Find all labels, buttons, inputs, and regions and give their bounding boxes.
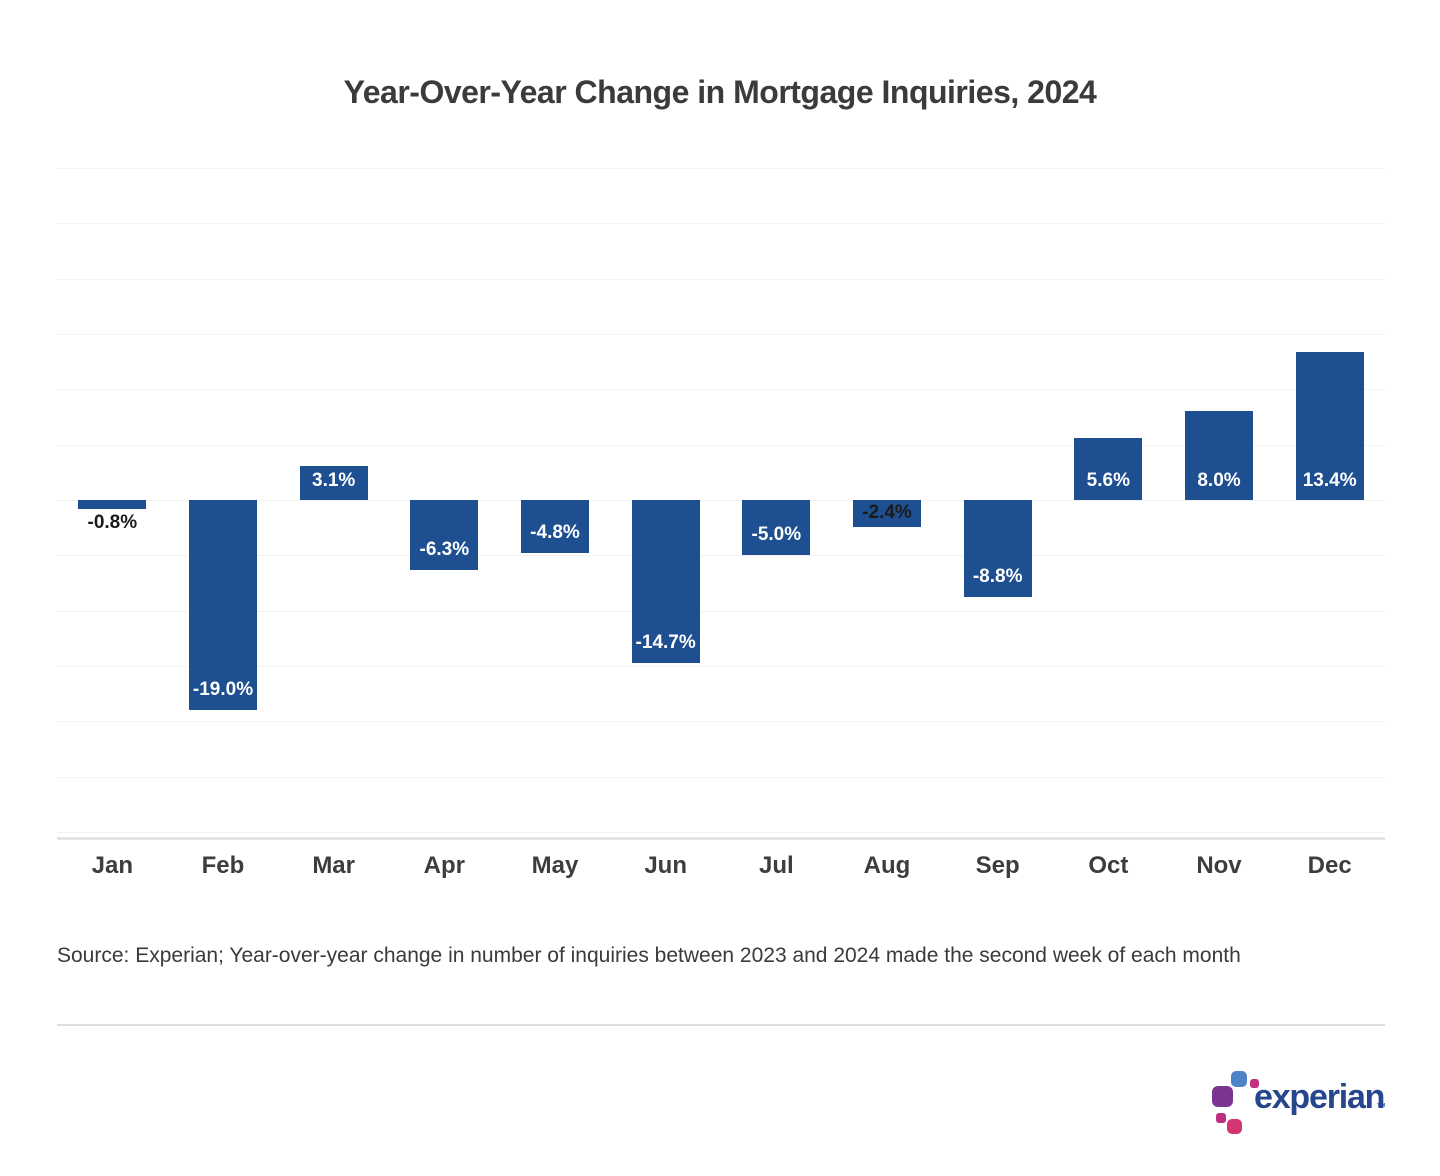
experian-logo-text: experian — [1254, 1078, 1385, 1116]
bar-Mar — [299, 465, 368, 500]
bar-label-Feb: -19.0% — [192, 679, 254, 701]
gridline — [57, 167, 1385, 169]
x-tick-Nov: Nov — [1196, 852, 1242, 879]
x-tick-Aug: Aug — [863, 852, 911, 879]
bar-May — [521, 500, 589, 554]
x-tick-Feb: Feb — [201, 852, 245, 879]
bar-Dec — [1295, 351, 1364, 500]
bar-label-Aug: -2.4% — [862, 501, 912, 523]
x-tick-May: May — [531, 852, 579, 879]
gridline — [57, 389, 1385, 391]
gridline — [57, 832, 1385, 833]
x-tick-Sep: Sep — [975, 852, 1020, 879]
x-tick-Jul: Jul — [758, 852, 794, 879]
logo-magenta-square-icon — [1216, 1113, 1226, 1123]
x-tick-Oct: Oct — [1088, 852, 1129, 879]
logo-blue-square-icon — [1231, 1071, 1247, 1087]
bar-Jul — [742, 500, 811, 556]
bar-Apr — [410, 500, 479, 570]
bar-Oct — [1074, 438, 1143, 500]
bar-label-May: -4.8% — [530, 522, 580, 544]
bar-label-Jan: -0.8% — [87, 511, 138, 533]
chart-title: Year-Over-Year Change in Mortgage Inquir… — [343, 74, 1097, 110]
logo-magenta-square-icon — [1250, 1079, 1259, 1088]
gridline — [57, 278, 1385, 280]
x-tick-Dec: Dec — [1307, 852, 1352, 879]
logo-pink-square-icon — [1227, 1119, 1242, 1134]
bar-Nov — [1185, 411, 1253, 500]
bar-label-Dec: 13.4% — [1302, 470, 1357, 491]
logo-purple-square-icon — [1212, 1086, 1233, 1107]
bar-label-Jul: -5.0% — [751, 524, 802, 546]
footer-divider — [57, 1024, 1385, 1026]
bar-Jan — [78, 500, 147, 509]
gridline — [57, 666, 1385, 667]
gridline — [57, 444, 1385, 446]
gridline — [57, 500, 1385, 501]
source-note: Source: Experian; Year-over-year change … — [57, 944, 1241, 967]
x-tick-Mar: Mar — [312, 852, 355, 879]
bar-label-Nov: 8.0% — [1197, 470, 1241, 491]
bar-Jun — [631, 500, 700, 663]
bar-label-Apr: -6.3% — [419, 538, 470, 560]
bar-Aug — [853, 500, 921, 527]
bar-Feb — [189, 500, 257, 711]
x-tick-Jun: Jun — [644, 852, 687, 879]
bar-Sep — [963, 500, 1032, 598]
experian-logo: experian ™ — [1212, 1068, 1402, 1140]
gridline — [57, 555, 1385, 557]
gridline — [57, 721, 1385, 723]
x-tick-Jan: Jan — [91, 852, 133, 879]
bar-label-Oct: 5.6% — [1086, 470, 1130, 491]
gridline — [57, 776, 1385, 778]
gridline — [57, 333, 1385, 335]
gridline — [57, 223, 1385, 225]
bar-label-Mar: 3.1% — [312, 470, 356, 491]
x-axis-line — [57, 837, 1385, 840]
x-tick-Apr: Apr — [423, 852, 465, 879]
bar-label-Jun: -14.7% — [635, 631, 696, 653]
bar-label-Sep: -8.8% — [972, 566, 1023, 588]
trademark-symbol: ™ — [1376, 1102, 1386, 1113]
gridline — [57, 610, 1385, 612]
